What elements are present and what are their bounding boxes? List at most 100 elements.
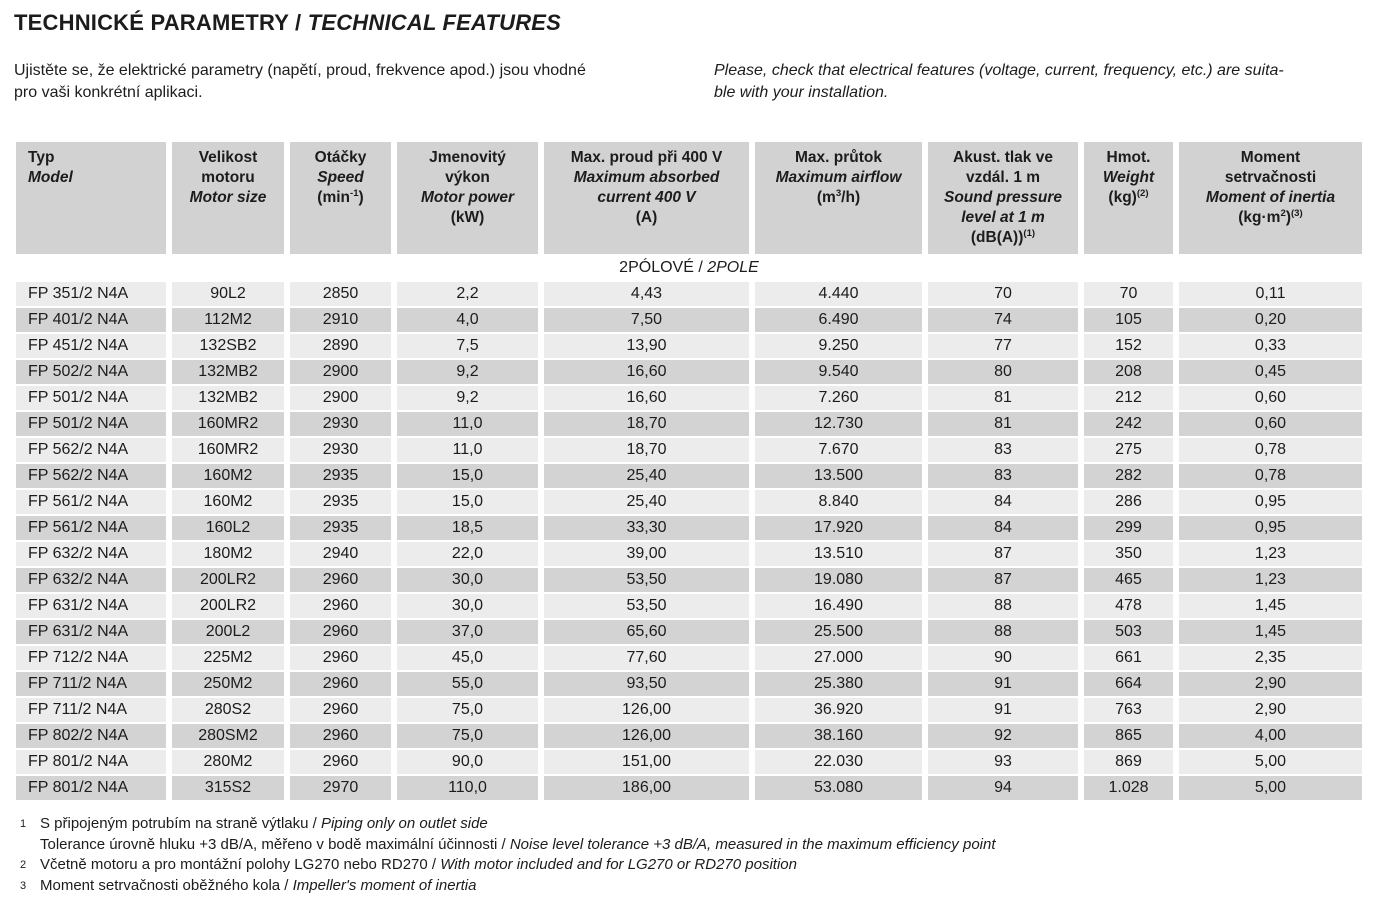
value-cell: 70 xyxy=(1084,282,1173,306)
value-cell: 0,78 xyxy=(1179,464,1362,488)
model-cell: FP 562/2 N4A xyxy=(16,438,166,462)
value-cell: 0,33 xyxy=(1179,334,1362,358)
table-row: FP 711/2 N4A 250M2 2960 55,0 93,50 25.380 91 66… xyxy=(16,672,1362,696)
value-cell: 2,2 xyxy=(397,282,538,306)
table-row: FP 801/2 N4A 315S2 2970 110,0 186,00 53.080 94… xyxy=(16,776,1362,800)
value-cell: 53.080 xyxy=(755,776,922,800)
value-cell: 2935 xyxy=(290,516,391,540)
value-cell: 160MR2 xyxy=(172,412,284,436)
col-label-en: Motor power xyxy=(421,189,514,206)
value-cell: 18,70 xyxy=(544,438,749,462)
footnote-cz: S připojeným potrubím na straně výtlaku … xyxy=(40,815,321,832)
col-header-speed: Otáčky Speed (min-1) xyxy=(290,142,391,254)
value-cell: 250M2 xyxy=(172,672,284,696)
value-cell: 7,50 xyxy=(544,308,749,332)
value-cell: 33,30 xyxy=(544,516,749,540)
footnote-3: 3 Moment setrvačnosti oběžného kola / Imp… xyxy=(10,876,1368,897)
value-cell: 132MB2 xyxy=(172,386,284,410)
table-body: FP 351/2 N4A 90L2 2850 2,2 4,43 4.440 70 70 0,11… xyxy=(16,282,1362,800)
value-cell: 91 xyxy=(928,672,1078,696)
value-cell: 280S2 xyxy=(172,698,284,722)
value-cell: 2930 xyxy=(290,438,391,462)
footnote-en: Piping only on outlet side xyxy=(320,815,488,832)
col-label-en: Maximum absorbed current 400 V xyxy=(573,169,720,206)
value-cell: 112M2 xyxy=(172,308,284,332)
col-label-cz: Otáčky xyxy=(314,149,367,166)
value-cell: 865 xyxy=(1084,724,1173,748)
footnote-2: 2 Včetně motoru a pro montážní polohy LG2… xyxy=(10,855,1368,876)
value-cell: 2935 xyxy=(290,464,391,488)
value-cell: 77 xyxy=(928,334,1078,358)
col-header-sound-pressure: Akust. tlak ve vzdál. 1 m Sound pressure… xyxy=(928,142,1078,254)
value-cell: 75,0 xyxy=(397,698,538,722)
value-cell: 80 xyxy=(928,360,1078,384)
footnote-marker: 3 xyxy=(20,879,27,892)
value-cell: 282 xyxy=(1084,464,1173,488)
table-row: FP 401/2 N4A 112M2 2910 4,0 7,50 6.490 74 105 0,… xyxy=(16,308,1362,332)
section-label: 2PÓLOVÉ / 2POLE xyxy=(16,256,1362,280)
value-cell: 0,60 xyxy=(1179,386,1362,410)
table-row: FP 711/2 N4A 280S2 2960 75,0 126,00 36.920 91 7… xyxy=(16,698,1362,722)
value-cell: 25,40 xyxy=(544,464,749,488)
value-cell: 2900 xyxy=(290,386,391,410)
col-label-en: Motor size xyxy=(189,189,267,206)
value-cell: 299 xyxy=(1084,516,1173,540)
col-unit: (kg·m2)(3) xyxy=(1238,207,1303,226)
col-label-cz: Max. průtok xyxy=(795,149,882,166)
value-cell: 93 xyxy=(928,750,1078,774)
model-cell: FP 501/2 N4A xyxy=(16,386,166,410)
value-cell: 1,45 xyxy=(1179,620,1362,644)
value-cell: 132SB2 xyxy=(172,334,284,358)
footnotes: 1 S připojeným potrubím na straně výtlaku… xyxy=(10,814,1368,896)
value-cell: 38.160 xyxy=(755,724,922,748)
value-cell: 763 xyxy=(1084,698,1173,722)
value-cell: 225M2 xyxy=(172,646,284,670)
value-cell: 1,23 xyxy=(1179,542,1362,566)
col-header-motor-size: Velikost motoru Motor size xyxy=(172,142,284,254)
value-cell: 315S2 xyxy=(172,776,284,800)
value-cell: 25.500 xyxy=(755,620,922,644)
value-cell: 16.490 xyxy=(755,594,922,618)
value-cell: 2960 xyxy=(290,672,391,696)
value-cell: 2930 xyxy=(290,412,391,436)
value-cell: 87 xyxy=(928,568,1078,592)
value-cell: 5,00 xyxy=(1179,776,1362,800)
value-cell: 661 xyxy=(1084,646,1173,670)
table-row: FP 451/2 N4A 132SB2 2890 7,5 13,90 9.250 77 152… xyxy=(16,334,1362,358)
value-cell: 22,0 xyxy=(397,542,538,566)
col-label-en: Weight xyxy=(1102,169,1155,186)
col-header-model: Typ Model xyxy=(16,142,166,254)
value-cell: 22.030 xyxy=(755,750,922,774)
value-cell: 7.670 xyxy=(755,438,922,462)
page-title-cz: TECHNICKÉ PARAMETRY / xyxy=(14,10,308,35)
value-cell: 53,50 xyxy=(544,568,749,592)
table-row: FP 632/2 N4A 180M2 2940 22,0 39,00 13.510 87 35… xyxy=(16,542,1362,566)
model-cell: FP 632/2 N4A xyxy=(16,568,166,592)
col-header-inertia: Moment setrvačnosti Moment of inertia (k… xyxy=(1179,142,1362,254)
value-cell: 83 xyxy=(928,438,1078,462)
value-cell: 2960 xyxy=(290,594,391,618)
value-cell: 152 xyxy=(1084,334,1173,358)
value-cell: 350 xyxy=(1084,542,1173,566)
value-cell: 91 xyxy=(928,698,1078,722)
value-cell: 88 xyxy=(928,620,1078,644)
value-cell: 503 xyxy=(1084,620,1173,644)
table-row: FP 351/2 N4A 90L2 2850 2,2 4,43 4.440 70 70 0,11 xyxy=(16,282,1362,306)
value-cell: 84 xyxy=(928,490,1078,514)
value-cell: 7,5 xyxy=(397,334,538,358)
section-label-en: 2POLE xyxy=(707,259,759,276)
col-label-cz: Moment setrvačnosti xyxy=(1224,149,1317,186)
table-row: FP 562/2 N4A 160M2 2935 15,0 25,40 13.500 83 28… xyxy=(16,464,1362,488)
model-cell: FP 351/2 N4A xyxy=(16,282,166,306)
value-cell: 13.500 xyxy=(755,464,922,488)
table-row: FP 501/2 N4A 160MR2 2930 11,0 18,70 12.730 81 2… xyxy=(16,412,1362,436)
table-header: Typ Model Velikost motoru Motor size Otá… xyxy=(16,142,1362,280)
col-unit: (m3/h) xyxy=(816,187,861,206)
value-cell: 11,0 xyxy=(397,438,538,462)
table-row: FP 712/2 N4A 225M2 2960 45,0 77,60 27.000 90 66… xyxy=(16,646,1362,670)
intro-czech: Ujistěte se, že elektrické parametry (na… xyxy=(14,60,714,104)
value-cell: 81 xyxy=(928,386,1078,410)
technical-parameters-table: Typ Model Velikost motoru Motor size Otá… xyxy=(10,140,1368,802)
col-label-en: Maximum airflow xyxy=(775,169,902,186)
value-cell: 2850 xyxy=(290,282,391,306)
